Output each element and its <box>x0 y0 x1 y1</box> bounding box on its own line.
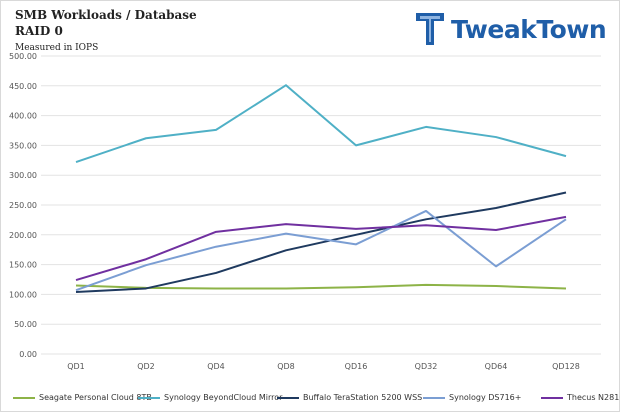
legend-item: Buffalo TeraStation 5200 WSS <box>277 393 422 402</box>
y-tick-label: 450.00 <box>9 82 37 91</box>
legend-swatch <box>423 396 445 399</box>
series-line <box>75 84 567 164</box>
legend-label: Buffalo TeraStation 5200 WSS <box>303 393 423 402</box>
legend-label: Synology DS716+ <box>449 393 522 402</box>
y-tick-label: 100.00 <box>9 290 37 299</box>
legend-label: Synology BeyondCloud Mirror <box>164 393 283 402</box>
x-tick-label: QD32 <box>415 362 438 371</box>
x-tick-label: QD64 <box>485 362 508 371</box>
x-tick-label: QD16 <box>345 362 368 371</box>
x-tick-label: QD2 <box>137 362 155 371</box>
y-tick-label: 250.00 <box>9 201 37 210</box>
series-line <box>75 209 567 292</box>
chart-measure-note: Measured in IOPS <box>15 43 99 53</box>
y-tick-label: 200.00 <box>9 231 37 240</box>
series-line <box>75 283 567 290</box>
tweaktown-logo: TweakTown <box>413 9 613 49</box>
legend-label: Seagate Personal Cloud 8TB <box>39 393 152 402</box>
tweaktown-logo-icon <box>416 13 444 45</box>
y-tick-label: 50.00 <box>14 320 37 329</box>
legend-swatch <box>13 396 35 399</box>
y-tick-label: 300.00 <box>9 171 37 180</box>
series-line <box>75 215 567 282</box>
legend-item: Thecus N2810 <box>541 393 620 402</box>
legend-item: Synology DS716+ <box>423 393 521 402</box>
legend-swatch <box>541 396 563 399</box>
x-tick-label: QD1 <box>67 362 85 371</box>
series-line <box>75 191 567 294</box>
chart-legend: Seagate Personal Cloud 8TB Synology Beyon… <box>1 391 620 405</box>
x-tick-label: QD128 <box>552 362 580 371</box>
y-tick-label: 500.00 <box>9 52 37 61</box>
legend-label: Thecus N2810 <box>567 393 620 402</box>
legend-swatch <box>277 396 299 399</box>
chart-title-block: SMB Workloads / Database RAID 0 Measured… <box>15 7 197 54</box>
y-tick-label: 150.00 <box>9 261 37 270</box>
y-tick-label: 400.00 <box>9 112 37 121</box>
y-tick-label: 0.00 <box>19 350 37 359</box>
legend-item: Synology BeyondCloud Mirror <box>138 393 282 402</box>
legend-item: Seagate Personal Cloud 8TB <box>13 393 152 402</box>
legend-swatch <box>138 396 160 399</box>
line-chart: 0.00 50.00 100.00 150.00 200.00 250.00 300.00 3… <box>9 52 601 371</box>
x-tick-label: QD4 <box>207 362 225 371</box>
chart-subtitle: RAID 0 <box>15 24 63 38</box>
logo-text: TweakTown <box>451 14 607 44</box>
y-tick-label: 350.00 <box>9 141 37 150</box>
chart-title: SMB Workloads / Database <box>15 8 197 22</box>
x-tick-label: QD8 <box>277 362 295 371</box>
